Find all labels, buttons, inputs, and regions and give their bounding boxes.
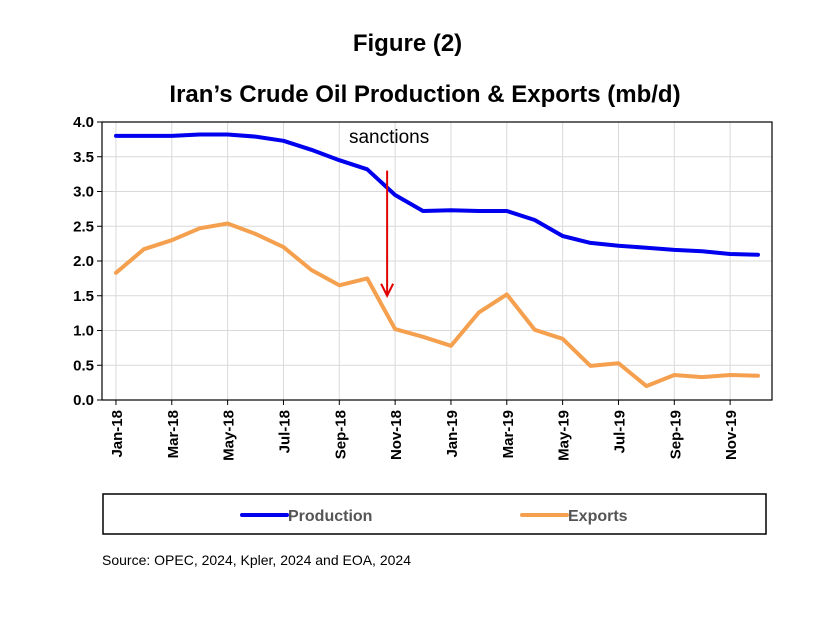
y-tick-label: 1.5 [73,288,94,305]
x-tick-label: Sep-19 [667,410,684,459]
annotations: sanctions [349,127,429,298]
x-tick-label: Mar-18 [165,410,182,458]
x-tick-label: Jul-19 [611,410,628,453]
legend-box [102,493,767,535]
y-tick-label: 2.5 [73,218,94,235]
annotation-label: sanctions [349,127,429,148]
series-lines [114,132,760,389]
x-tick-label: Jan-19 [444,410,461,458]
x-tick-label: May-19 [556,410,573,461]
legend-label-exports: Exports [568,508,628,525]
y-tick-label: 0.5 [73,357,94,374]
annotation-arrowhead [380,283,395,298]
chart-title: Iran’s Crude Oil Production & Exports (m… [169,81,681,108]
y-tick-label: 1.0 [73,323,94,340]
series-line-production [114,132,760,257]
figure-label: Figure (2) [352,30,463,57]
y-tick-label: 0.0 [73,392,94,409]
x-tick-label: Nov-19 [723,410,740,460]
y-tick-label: 4.0 [73,114,94,131]
series-line-exports [114,221,760,389]
x-tick-label: May-18 [221,410,238,461]
x-tick-label: Mar-19 [500,410,517,458]
y-tick-label: 3.0 [73,184,94,201]
gridlines [102,122,772,400]
legend: Production Exports [102,493,767,535]
y-tick-label: 2.0 [73,253,94,270]
legend-label-production: Production [288,508,372,525]
x-tick-label: Sep-18 [332,410,349,459]
source-note: Source: OPEC, 2024, Kpler, 2024 and EOA,… [102,552,411,568]
x-tick-label: Nov-18 [388,410,405,460]
x-axis: Jan-18 Mar-18 May-18 Jul-18 Sep-18 Nov-18 Jan-… [109,400,740,461]
x-tick-label: Jul-18 [276,410,293,453]
y-axis: 0.0 0.5 1.0 1.5 2.0 2.5 3.0 3.5 4.0 [73,114,102,409]
x-tick-label: Jan-18 [109,410,126,458]
y-tick-label: 3.5 [73,149,94,166]
